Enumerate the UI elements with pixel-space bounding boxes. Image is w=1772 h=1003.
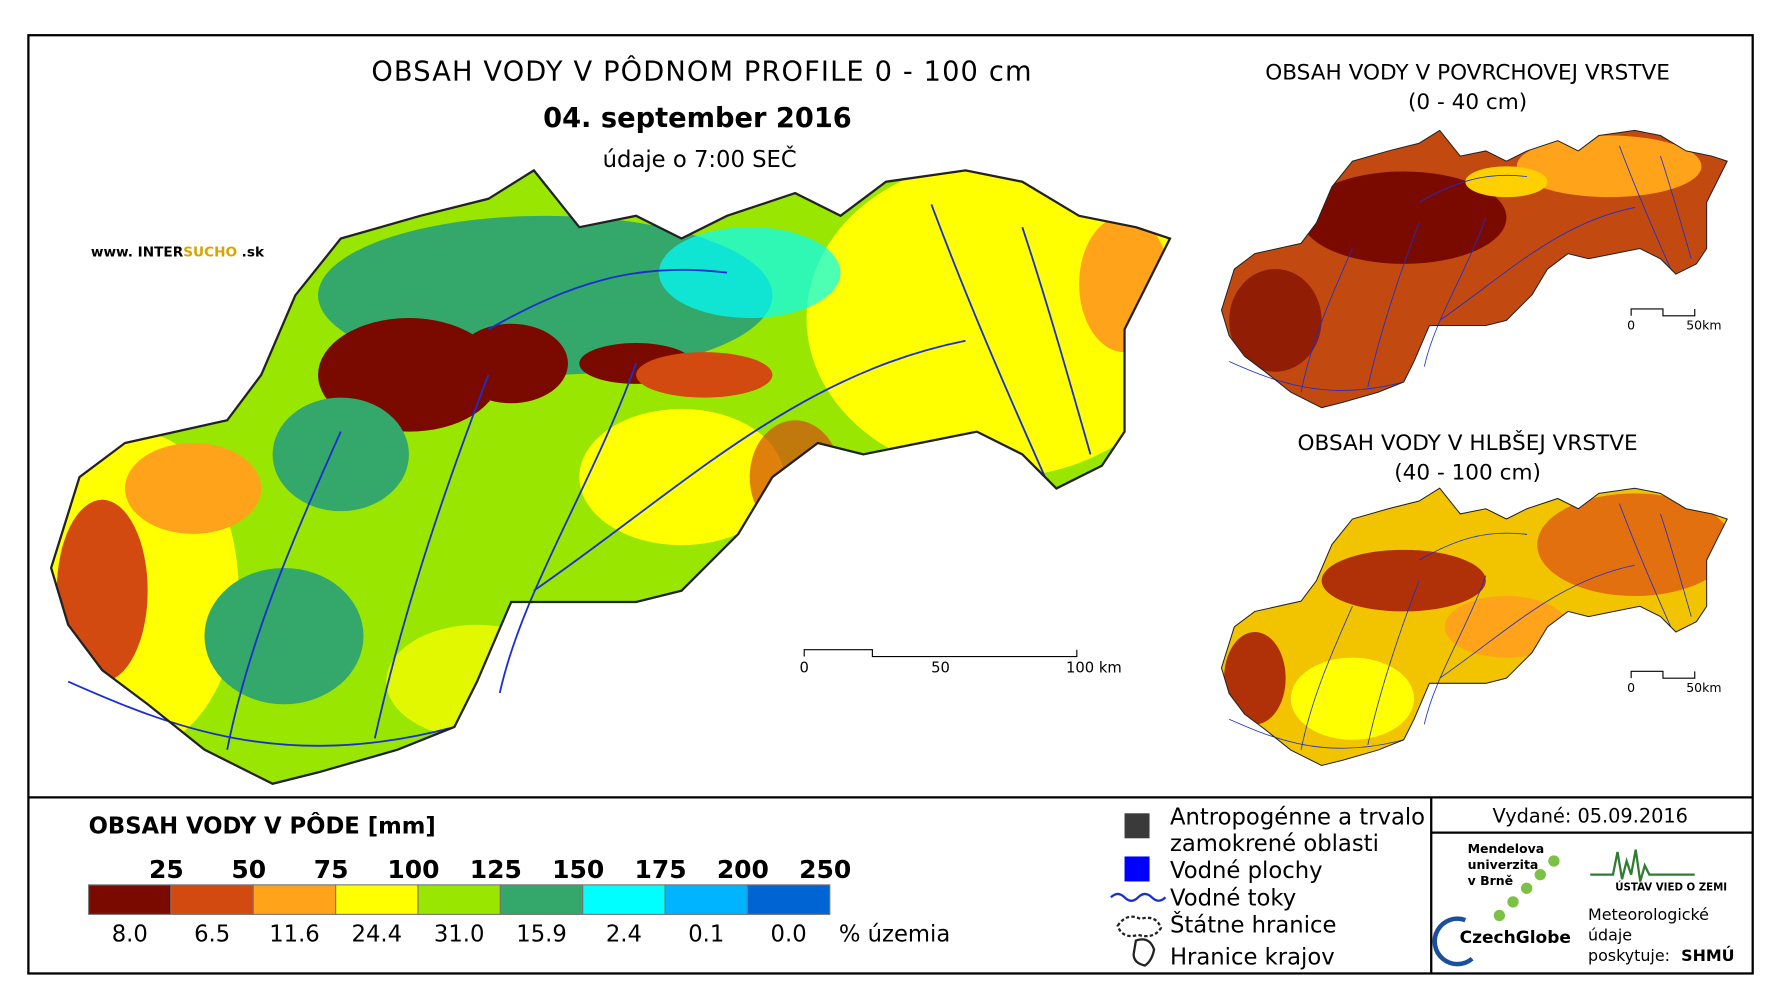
symbol-region-border [1132,938,1156,967]
website-suffix: .sk [242,245,265,261]
legend-swatch [664,884,748,915]
map-date: 04. september 2016 [543,103,852,134]
symbol-label: Štátne hranice [1170,911,1336,939]
logo-text: univerzita [1468,857,1539,872]
logo-seismo [1590,849,1695,882]
legend-swatch [170,884,254,915]
legend-share: 15.9 [516,922,567,948]
legend-threshold: 75 [314,855,349,884]
legend-share: 31.0 [434,922,485,948]
scale-bar [1630,308,1696,317]
symbol-water [1124,856,1150,882]
meteo-text: poskytuje: [1588,946,1670,965]
scale-label: 50km [1686,680,1721,695]
legend-share: 0.0 [771,922,807,948]
issued-date: Vydané: 05.09.2016 [1493,804,1688,827]
legend-swatch [746,884,831,915]
legend-share: 11.6 [269,922,320,948]
symbol-state-border [1116,915,1163,938]
time-note: údaje o 7:00 SEČ [603,145,797,173]
legend-threshold: 150 [552,855,604,884]
inset-title: (40 - 100 cm) [1394,460,1541,485]
legend-title: OBSAH VODY V PÔDE [mm] [89,812,436,840]
legend-threshold: 25 [149,855,184,884]
legend-swatch [88,884,172,915]
scale-label: 0 [1627,680,1635,695]
legend-threshold: 50 [231,855,266,884]
website-prefix: www. INTER [91,245,184,261]
legend-share: 6.5 [194,922,230,948]
meteo-text: Meteorologické [1588,905,1709,924]
legend-share: 8.0 [112,922,148,948]
legend-share: 24.4 [352,922,403,948]
logo-text: SHMÚ [1681,946,1734,965]
legend-swatch [417,884,501,915]
scale-label: 0 [800,659,809,676]
website-brand: SUCHO [183,245,237,261]
logo-text: ÚSTAV VIED O ZEMI [1615,881,1727,894]
symbol-label: Vodné plochy [1170,858,1323,884]
symbol-label: zamokrené oblasti [1170,831,1379,857]
legend-threshold: 250 [799,855,851,884]
legend-share: 2.4 [606,922,642,948]
symbol-label: Vodné toky [1170,885,1296,911]
legend-share: 0.1 [688,922,724,948]
website: www. INTERSUCHO .sk [91,245,265,261]
legend-threshold: 175 [634,855,686,884]
logo-text: CzechGlobe [1460,928,1571,948]
scale-label: 100 km [1066,659,1122,676]
logo-text: Mendelova [1468,841,1545,856]
symbol-label: Antropogénne a trvalo [1170,805,1425,831]
inset-title: OBSAH VODY V HLBŠEJ VRSTVE [1298,430,1638,456]
logo-dots [1493,855,1560,922]
symbol-anthropogenic [1124,813,1150,839]
legend-threshold: 100 [387,855,439,884]
legend-unit: % územia [839,922,950,948]
legend-swatch [335,884,419,915]
legend-threshold: 125 [470,855,522,884]
scale-bar [1630,670,1696,679]
scale-label: 50km [1686,317,1721,332]
legend-threshold: 200 [717,855,769,884]
scale-label: 50 [931,659,950,676]
meteo-text: údaje [1588,926,1632,945]
inset-title: (0 - 40 cm) [1408,90,1527,115]
legend-swatch [499,884,584,915]
inset-title: OBSAH VODY V POVRCHOVEJ VRSTVE [1265,61,1670,86]
legend-swatch [252,884,337,915]
scale-label: 0 [1627,317,1635,332]
legend-scale: 8.0 6.5 11.6 24.4 31.0 15.9 2.4 0.1 0.0 25 50 75 100… [88,855,950,948]
legend-swatch [582,884,666,915]
logo-arc [1432,916,1474,967]
symbol-label: Hranice krajov [1170,944,1335,970]
scale-bar [803,649,1078,658]
symbol-river [1110,892,1167,902]
map-title: OBSAH VODY V PÔDNOM PROFILE 0 - 100 cm [371,56,1032,88]
logo-text: v Brně [1468,873,1514,888]
